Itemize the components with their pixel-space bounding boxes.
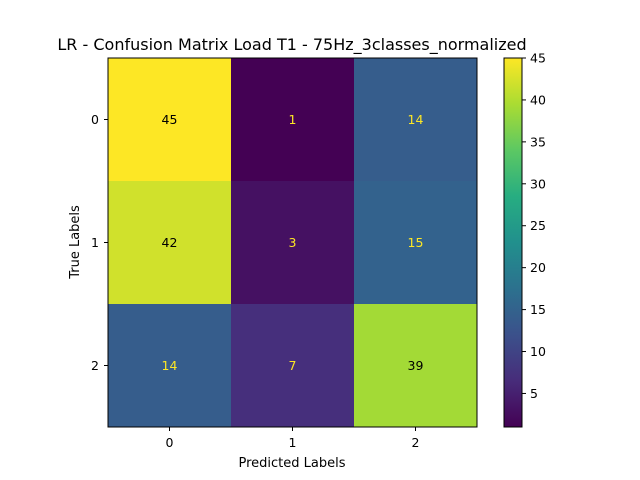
heatmap-cell — [231, 181, 355, 305]
heatmap-cell — [231, 304, 355, 428]
y-tick-label: 2 — [91, 358, 99, 373]
x-tick-label: 0 — [166, 435, 174, 450]
cell-value-label: 15 — [408, 235, 424, 250]
cell-value-label: 3 — [289, 235, 297, 250]
heatmap-cell — [354, 304, 478, 428]
cell-value-label: 45 — [162, 112, 178, 127]
colorbar-tick-label: 10 — [530, 344, 546, 359]
colorbar — [503, 57, 523, 428]
colorbar-tick-label: 35 — [530, 134, 546, 149]
chart-title: LR - Confusion Matrix Load T1 - 75Hz_3cl… — [57, 35, 526, 55]
cell-value-label: 14 — [408, 112, 424, 127]
cell-value-label: 42 — [162, 235, 178, 250]
x-tick-label: 1 — [289, 435, 297, 450]
x-axis-label: Predicted Labels — [238, 456, 345, 471]
y-tick-label: 1 — [91, 235, 99, 250]
cell-value-label: 14 — [162, 358, 178, 373]
colorbar-tick-label: 25 — [530, 218, 546, 233]
cell-value-label: 1 — [289, 112, 297, 127]
y-axis-label: True Labels — [68, 205, 83, 280]
y-tick-label: 0 — [91, 112, 99, 127]
colorbar-tick-label: 5 — [530, 386, 538, 401]
heatmap-cell — [354, 181, 478, 305]
x-tick-label: 2 — [412, 435, 420, 450]
colorbar-tick-label: 45 — [530, 51, 546, 66]
heatmap-cell — [354, 58, 478, 182]
colorbar-tick-label: 40 — [530, 92, 546, 107]
heatmap-cell — [108, 181, 232, 305]
heatmap-cell-labels: 45 1 14 42 3 15 14 7 39 — [162, 112, 424, 373]
colorbar-tick-label: 30 — [530, 176, 546, 191]
heatmap-cell — [108, 304, 232, 428]
colorbar-ticks: 5 10 15 20 25 30 35 40 45 — [522, 51, 546, 401]
colorbar-tick-label: 15 — [530, 302, 546, 317]
heatmap-cells — [108, 58, 478, 428]
heatmap-cell — [108, 58, 232, 182]
heatmap-cell — [231, 58, 355, 182]
cell-value-label: 7 — [289, 358, 297, 373]
colorbar-tick-label: 20 — [530, 260, 546, 275]
x-axis-ticks: 0 1 2 — [166, 427, 420, 450]
y-axis-ticks: 0 1 2 — [91, 112, 108, 373]
cell-value-label: 39 — [408, 358, 424, 373]
